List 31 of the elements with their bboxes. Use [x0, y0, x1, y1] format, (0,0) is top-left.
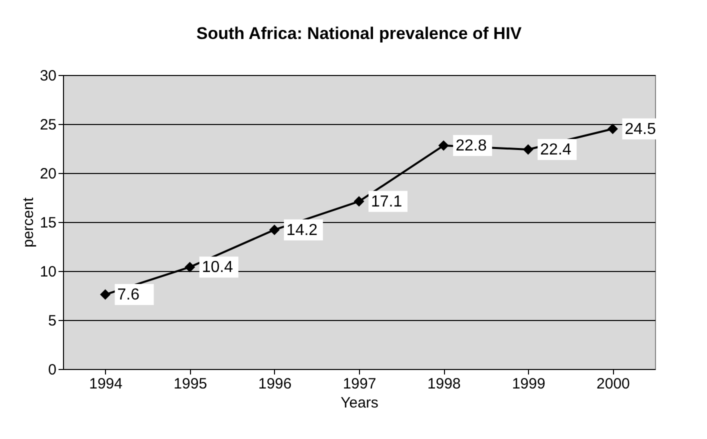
point — [184, 262, 196, 272]
data-label: 22.8 — [456, 138, 487, 155]
point — [607, 124, 618, 134]
data-label: 7.6 — [117, 286, 140, 304]
x-tick-label: 1997 — [342, 376, 376, 392]
y-tick-label: 0 — [48, 362, 56, 378]
data-label: 22.4 — [540, 141, 572, 158]
y-tick-label: 10 — [40, 264, 56, 280]
point — [522, 144, 534, 155]
data-label: 17.1 — [371, 193, 402, 210]
data-label: 14.2 — [286, 222, 318, 239]
chart-title: South Africa: National prevalence of HIV — [196, 24, 522, 43]
y-tick-label: 5 — [48, 312, 56, 330]
x-axis-title: Years — [340, 394, 378, 412]
x-tick-label: 1999 — [512, 376, 546, 392]
x-tick-label: 1998 — [427, 376, 461, 392]
x-tick-label: 1995 — [174, 376, 208, 392]
data-label: 10.4 — [202, 259, 234, 276]
point — [100, 289, 111, 300]
y-axis-title: percent — [20, 196, 37, 248]
point — [269, 224, 280, 236]
x-tick-label: 2000 — [596, 376, 630, 392]
x-tick-label: 1996 — [258, 376, 292, 392]
y-tick-label: 20 — [40, 166, 56, 182]
y-tick-label: 15 — [40, 214, 56, 232]
y-tick-label: 30 — [40, 68, 56, 84]
x-tick-label: 1994 — [89, 376, 122, 392]
point — [438, 140, 449, 151]
data-label: 24.5 — [624, 120, 656, 138]
point — [354, 196, 364, 207]
y-tick-label: 25 — [40, 116, 56, 134]
